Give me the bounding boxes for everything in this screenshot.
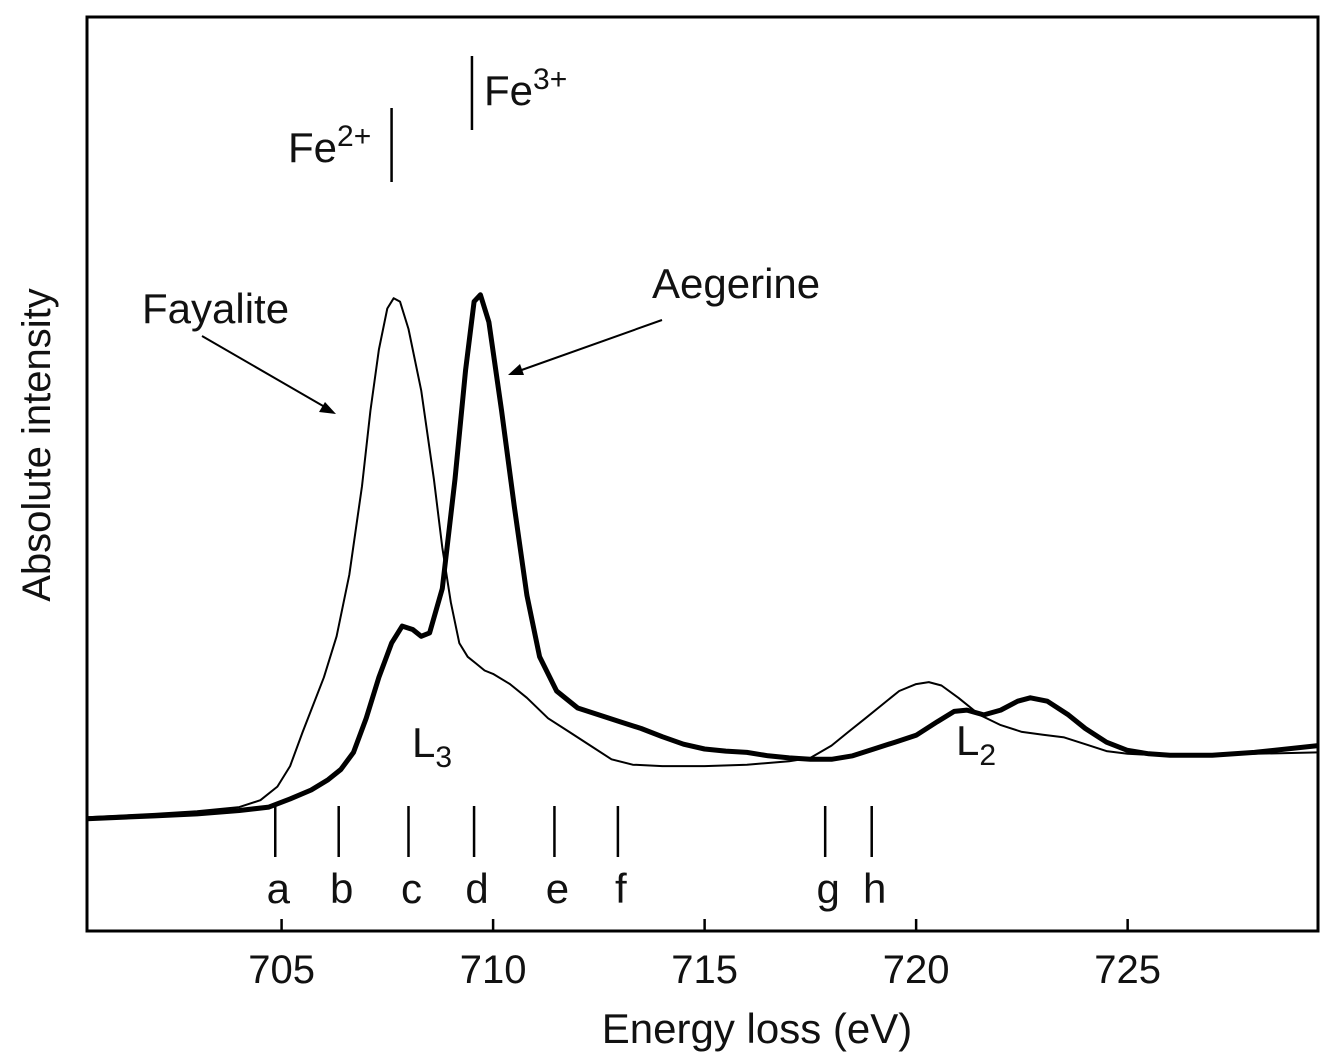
series-fayalite-line — [86, 297, 1319, 819]
x-tick-label-715: 715 — [671, 948, 738, 992]
fayalite-label: Fayalite — [142, 285, 289, 332]
l3-subscript: 3 — [435, 741, 452, 774]
fayalite-arrow-line — [201, 335, 331, 411]
l2-base: L — [956, 717, 979, 764]
plot-frame — [85, 15, 1320, 933]
fe3-base: Fe — [484, 67, 533, 114]
marker-d-label: d — [465, 865, 488, 912]
fayalite-arrowhead — [319, 402, 336, 414]
y-axis-title: Absolute intensity — [15, 288, 59, 602]
fe2-label: Fe2+ — [288, 120, 371, 171]
fe2-base: Fe — [288, 124, 337, 171]
marker-f-label: f — [615, 865, 627, 912]
fe3-label: Fe3+ — [484, 63, 567, 114]
l3-base: L — [412, 719, 435, 766]
marker-e-label: e — [546, 865, 569, 912]
marker-c-label: c — [401, 865, 422, 912]
x-axis-title: Energy loss (eV) — [602, 1005, 912, 1052]
aegerine-arrowhead — [508, 364, 524, 375]
curves — [86, 292, 1319, 822]
marker-a-label: a — [267, 865, 291, 912]
l3-label: L3 — [412, 719, 452, 774]
x-axis: 705 710 715 720 725 — [248, 919, 1161, 992]
aegerine-label: Aegerine — [652, 260, 820, 307]
l2-label: L2 — [956, 717, 996, 772]
series-aegerine-line — [86, 292, 1319, 822]
marker-h-label: h — [863, 865, 886, 912]
x-tick-label-710: 710 — [460, 948, 527, 992]
x-tick-label-720: 720 — [883, 948, 950, 992]
fe3-superscript: 3+ — [533, 63, 567, 96]
marker-b-label: b — [330, 865, 353, 912]
l2-subscript: 2 — [979, 739, 996, 772]
x-tick-label-725: 725 — [1094, 948, 1161, 992]
marker-g-label: g — [816, 865, 839, 912]
x-tick-label-705: 705 — [248, 948, 315, 992]
aegerine-arrow-line — [515, 319, 663, 373]
fe2-superscript: 2+ — [337, 120, 371, 153]
